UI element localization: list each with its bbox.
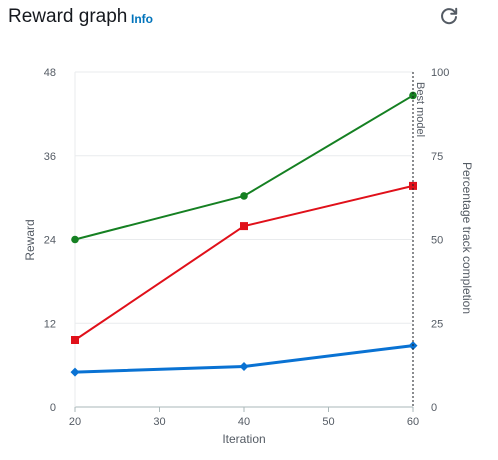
y2-tick-label: 50 — [431, 235, 443, 247]
tick-labels: 0 12 24 36 48 0 25 50 75 100 20 30 40 50 60 — [44, 67, 450, 428]
y2-axis-label: Percentage track completion — [460, 162, 474, 314]
y-tick-label: 0 — [50, 402, 56, 414]
x-axis-label: Iteration — [222, 432, 265, 446]
x-tick-label: 50 — [322, 416, 334, 428]
series-layer — [70, 91, 418, 377]
x-tick-label: 30 — [153, 416, 165, 428]
series-line-1 — [74, 184, 414, 341]
series-line-2 — [74, 94, 414, 241]
x-tick-label: 20 — [69, 416, 81, 428]
series-point-0 — [70, 367, 80, 377]
grid-lines — [75, 71, 413, 324]
series-point-1 — [71, 336, 79, 344]
series-point-1 — [240, 222, 248, 231]
best-model-label: Best model — [414, 82, 426, 137]
y-tick-label: 36 — [44, 151, 56, 163]
series-point-2 — [71, 235, 79, 244]
x-tick-label: 60 — [407, 416, 419, 428]
x-tick-label: 40 — [238, 416, 250, 428]
info-link[interactable]: Info — [131, 12, 153, 26]
chart-axes — [74, 72, 414, 412]
y2-tick-label: 25 — [431, 318, 443, 330]
y2-tick-label: 100 — [431, 67, 449, 79]
y-tick-label: 12 — [44, 318, 56, 330]
annotation-layer: Best model — [412, 72, 426, 407]
series-point-2 — [409, 91, 417, 100]
refresh-icon[interactable] — [437, 5, 461, 29]
y-tick-label: 48 — [44, 67, 56, 79]
y-tick-label: 24 — [44, 235, 56, 247]
series-point-2 — [240, 192, 248, 200]
y2-tick-label: 75 — [431, 151, 443, 163]
chart-header: Reward graph Info — [0, 0, 498, 40]
page-title: Reward graph — [8, 6, 128, 27]
y2-tick-label: 0 — [431, 402, 437, 414]
series-point-0 — [239, 362, 249, 372]
y-axis-label: Reward — [23, 219, 37, 260]
